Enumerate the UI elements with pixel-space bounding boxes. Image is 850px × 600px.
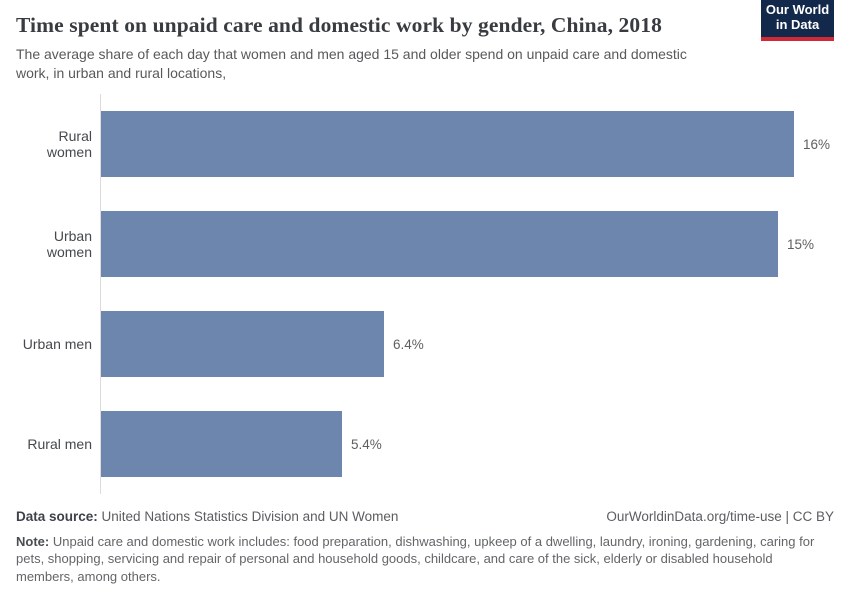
bar[interactable] <box>101 111 794 178</box>
y-axis-label: Urban women <box>46 228 92 261</box>
value-label: 6.4% <box>393 336 424 352</box>
bar-row: Urban women 15% <box>16 194 834 295</box>
data-source: Data source: United Nations Statistics D… <box>16 509 398 524</box>
data-source-label: Data source: <box>16 509 98 525</box>
bar-row: Rural men 5.4% <box>16 394 834 495</box>
bar-track: 5.4% <box>100 394 834 495</box>
bar[interactable] <box>101 211 778 278</box>
chart-title: Time spent on unpaid care and domestic w… <box>16 13 662 37</box>
value-label: 16% <box>803 136 831 152</box>
owid-logo-line2: in Data <box>775 17 820 32</box>
chart-note-text: Unpaid care and domestic work includes: … <box>16 534 815 584</box>
y-axis-label: Urban men <box>22 336 92 353</box>
chart-note-label: Note: <box>16 534 50 550</box>
bar[interactable] <box>101 411 342 478</box>
owid-license-link[interactable]: OurWorldinData.org/time-use | CC BY <box>606 509 834 525</box>
chart-footer: Data source: United Nations Statistics D… <box>16 509 834 584</box>
chart-header: Time spent on unpaid care and domestic w… <box>16 0 834 82</box>
owid-logo-line1: Our World <box>765 2 830 17</box>
owid-logo[interactable]: Our World in Data <box>761 0 834 41</box>
y-axis-label: Rural women <box>46 128 92 161</box>
bar-row: Urban men 6.4% <box>16 294 834 395</box>
bar[interactable] <box>101 311 384 378</box>
bar-track: 16% <box>100 94 834 195</box>
bar-row: Rural women 16% <box>16 94 834 195</box>
bar-track: 15% <box>100 194 834 295</box>
data-source-value: United Nations Statistics Division and U… <box>101 509 399 525</box>
bar-track: 6.4% <box>100 294 834 395</box>
value-label: 5.4% <box>351 436 382 452</box>
chart-note: Note: Unpaid care and domestic work incl… <box>16 533 834 584</box>
chart-subtitle: The average share of each day that women… <box>16 46 687 81</box>
value-label: 15% <box>787 236 815 252</box>
bar-chart: Rural women 16% Urban women 15% Urban men 6.4… <box>16 94 834 495</box>
y-axis-label: Rural men <box>27 436 92 453</box>
